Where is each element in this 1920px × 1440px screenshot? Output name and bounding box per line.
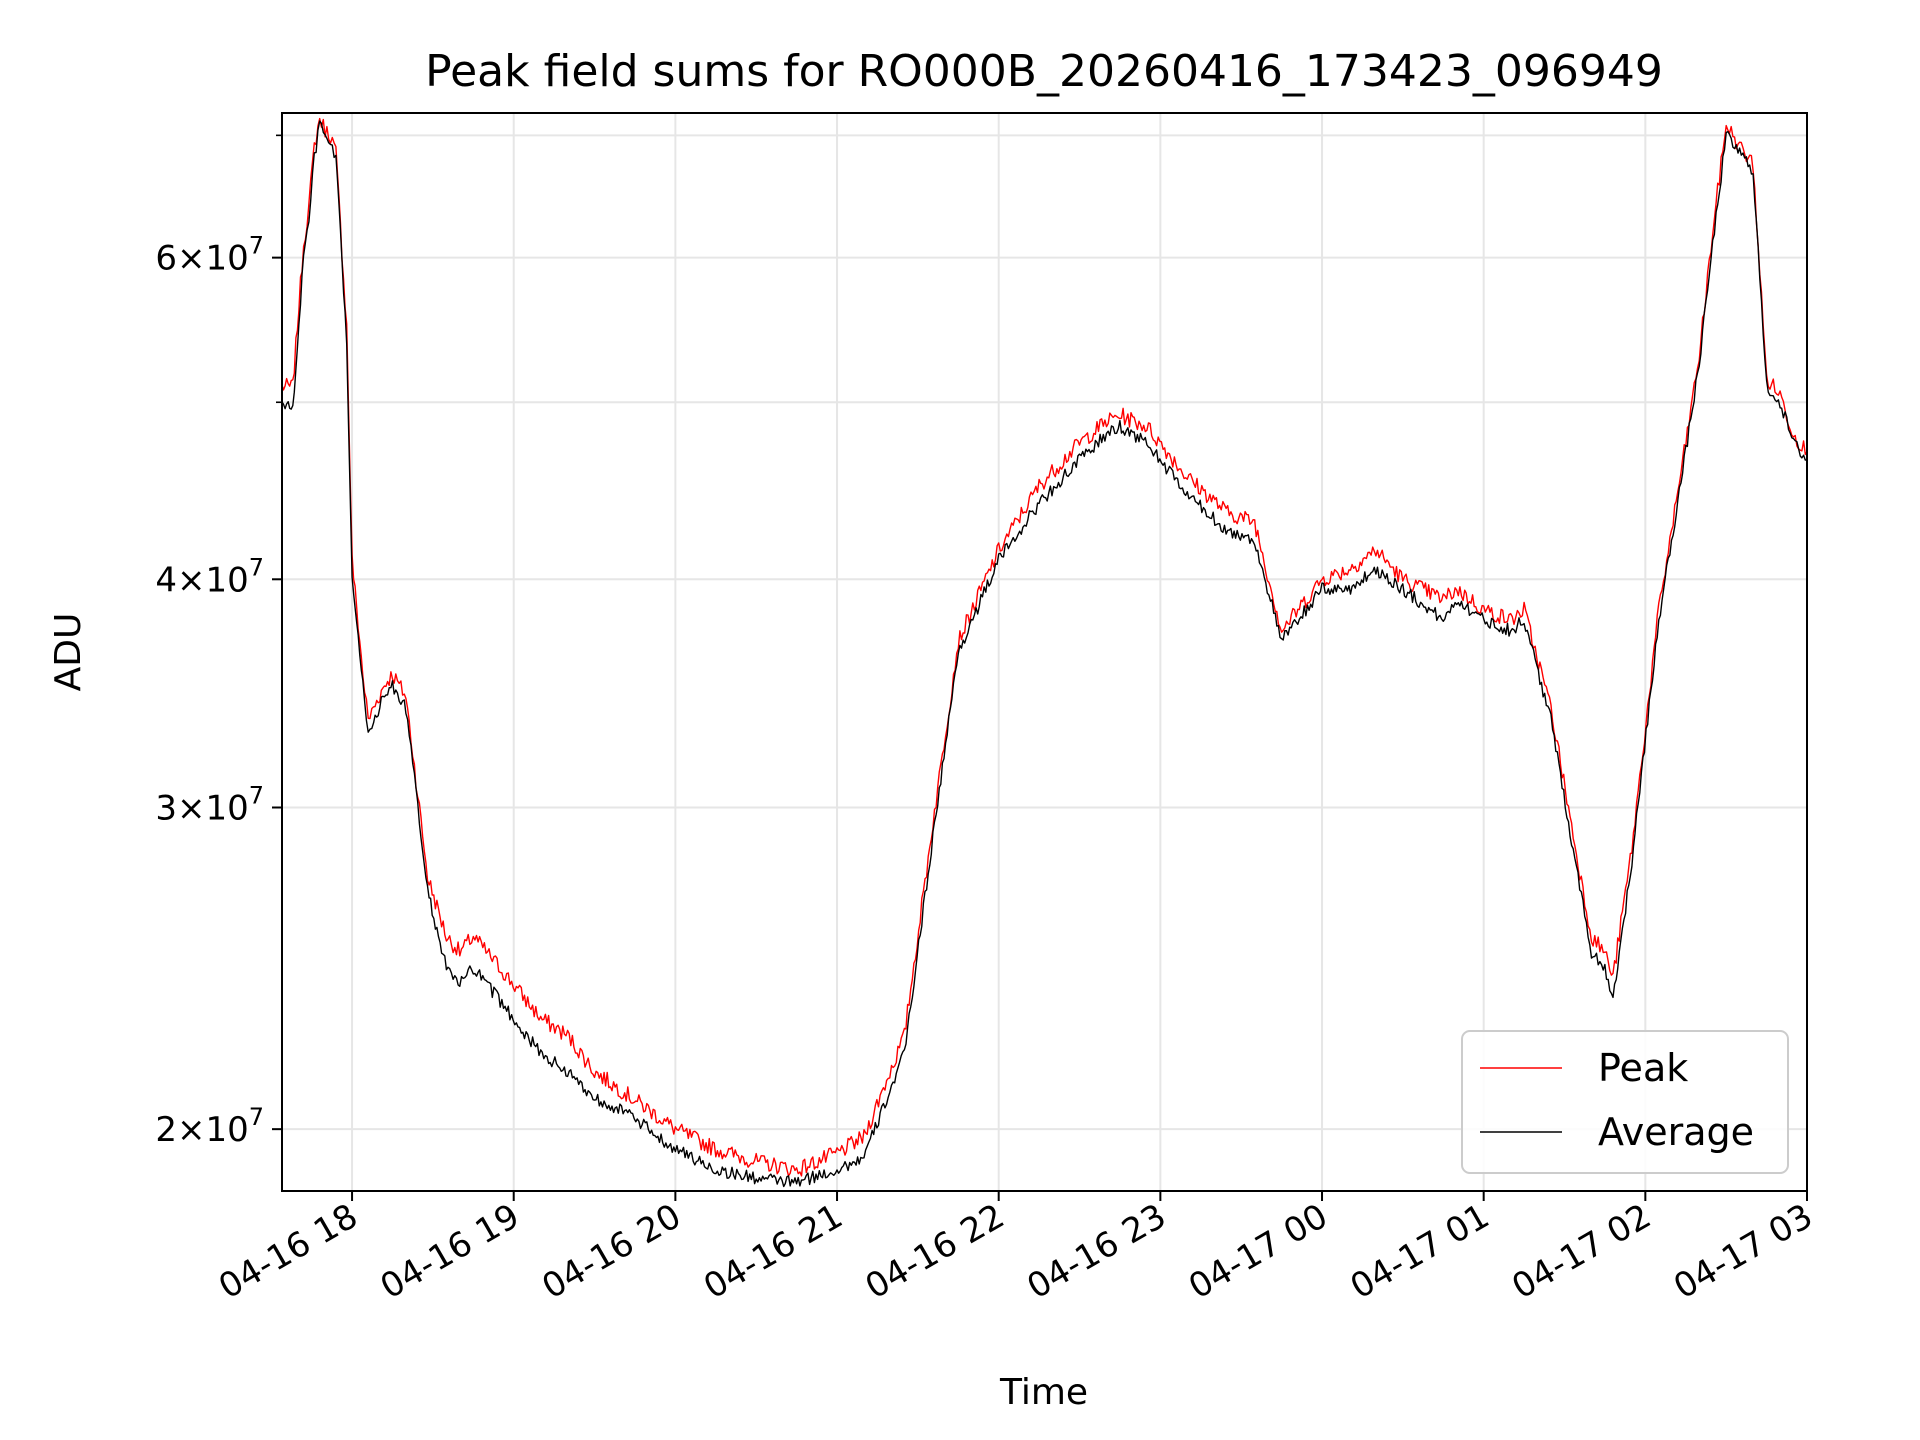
y-tick-base: ×10 — [177, 239, 249, 279]
series-line-average — [281, 120, 1808, 1188]
svg-text:3×107: 3×107 — [155, 782, 264, 829]
plot-frame — [281, 112, 1808, 1192]
y-tick-base: ×10 — [177, 789, 249, 829]
y-tick-exponent: 7 — [249, 1103, 264, 1131]
y-tick-mantissa: 2 — [155, 1110, 177, 1150]
y-tick-label: 2×107 — [155, 1103, 264, 1150]
svg-text:4×107: 4×107 — [155, 553, 264, 600]
x-axis-title: Time — [999, 1372, 1088, 1413]
y-tick-label: 4×107 — [155, 553, 264, 600]
y-tick-exponent: 7 — [249, 782, 264, 810]
legend-label-average: Average — [1598, 1110, 1754, 1154]
y-tick-exponent: 7 — [249, 553, 264, 581]
chart-title: Peak field sums for RO000B_20260416_1734… — [425, 46, 1663, 97]
series-line-peak — [281, 117, 1808, 1177]
y-tick-exponent: 7 — [249, 232, 264, 260]
y-tick-mantissa: 6 — [155, 239, 177, 279]
y-tick-mantissa: 3 — [155, 789, 177, 829]
legend-label-peak: Peak — [1598, 1046, 1688, 1090]
svg-text:6×107: 6×107 — [155, 232, 264, 279]
legend-box — [1461, 1030, 1789, 1174]
y-tick-base: ×10 — [177, 560, 249, 600]
y-tick-mantissa: 4 — [155, 560, 177, 600]
legend: Peak Average — [1461, 1030, 1789, 1174]
y-tick-label: 6×107 — [155, 232, 264, 279]
y-tick-label: 3×107 — [155, 782, 264, 829]
series-layer — [281, 117, 1808, 1188]
y-tick-base: ×10 — [177, 1110, 249, 1150]
y-axis-title: ADU — [48, 613, 89, 692]
svg-text:2×107: 2×107 — [155, 1103, 264, 1150]
